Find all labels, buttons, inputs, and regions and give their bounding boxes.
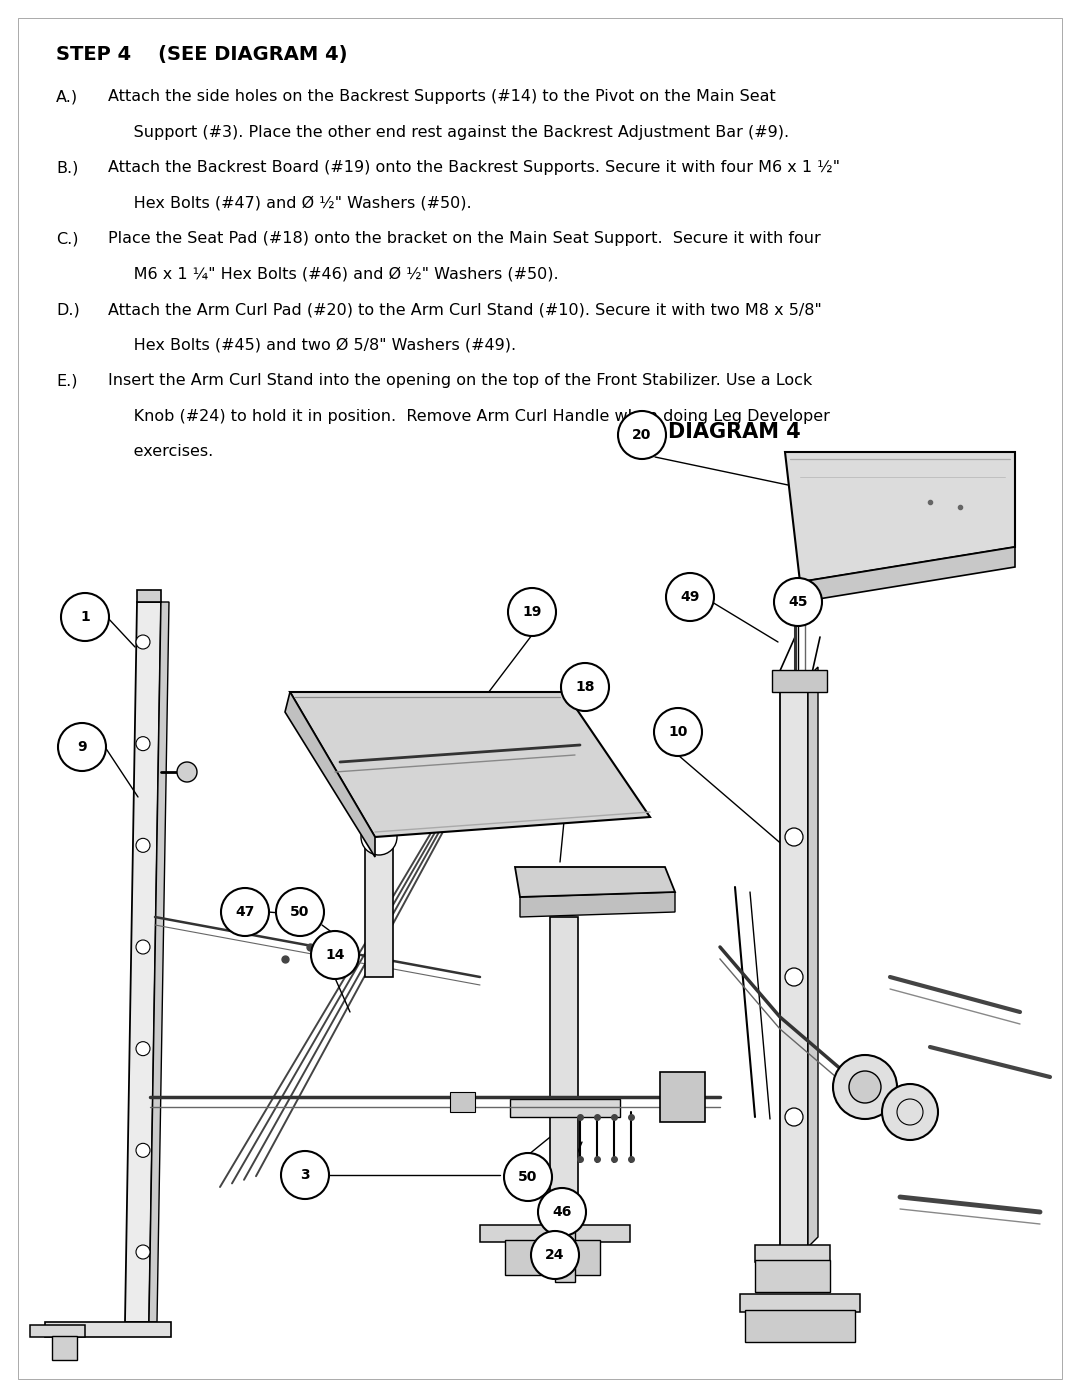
Polygon shape	[285, 692, 375, 856]
Bar	[740, 1294, 860, 1312]
Text: 20: 20	[632, 427, 651, 441]
Circle shape	[136, 1143, 150, 1157]
Circle shape	[136, 1245, 150, 1259]
Circle shape	[136, 736, 150, 750]
Circle shape	[531, 1231, 579, 1280]
Circle shape	[311, 930, 359, 979]
Bar	[450, 1092, 475, 1112]
Text: Place the Seat Pad (#18) onto the bracket on the Main Seat Support.  Secure it w: Place the Seat Pad (#18) onto the bracke…	[108, 231, 821, 246]
Text: Insert the Arm Curl Stand into the opening on the top of the Front Stabilizer. U: Insert the Arm Curl Stand into the openi…	[108, 373, 812, 388]
Circle shape	[361, 819, 397, 855]
Polygon shape	[125, 602, 161, 1322]
Circle shape	[785, 968, 804, 986]
Bar	[555, 1222, 575, 1282]
Polygon shape	[149, 602, 168, 1322]
Circle shape	[508, 588, 556, 636]
Circle shape	[60, 592, 109, 641]
Text: 18: 18	[576, 680, 595, 694]
Text: exercises.: exercises.	[108, 444, 213, 460]
Text: STEP 4    (SEE DIAGRAM 4): STEP 4 (SEE DIAGRAM 4)	[56, 45, 348, 64]
Text: 46: 46	[552, 1206, 571, 1220]
Circle shape	[618, 411, 666, 460]
Text: 10: 10	[669, 725, 688, 739]
Bar	[755, 1245, 831, 1261]
Circle shape	[882, 1084, 939, 1140]
Text: Attach the Backrest Board (#19) onto the Backrest Supports. Secure it with four : Attach the Backrest Board (#19) onto the…	[108, 161, 840, 175]
Text: 9: 9	[77, 740, 86, 754]
Text: 47: 47	[235, 905, 255, 919]
Polygon shape	[785, 453, 1015, 583]
Circle shape	[276, 888, 324, 936]
Text: A.): A.)	[56, 89, 78, 103]
Text: Support (#3). Place the other end rest against the Backrest Adjustment Bar (#9).: Support (#3). Place the other end rest a…	[108, 124, 789, 140]
Bar	[137, 590, 161, 602]
Text: Hex Bolts (#45) and two Ø 5/8" Washers (#49).: Hex Bolts (#45) and two Ø 5/8" Washers (…	[108, 338, 516, 352]
Polygon shape	[800, 548, 1015, 602]
Circle shape	[666, 573, 714, 622]
Circle shape	[833, 1055, 897, 1119]
Text: Knob (#24) to hold it in position.  Remove Arm Curl Handle when doing Leg Develo: Knob (#24) to hold it in position. Remov…	[108, 408, 829, 423]
Circle shape	[136, 940, 150, 954]
Polygon shape	[515, 868, 675, 897]
Text: 50: 50	[291, 905, 310, 919]
Circle shape	[849, 1071, 881, 1104]
Text: 1: 1	[80, 610, 90, 624]
Polygon shape	[291, 692, 650, 837]
Circle shape	[538, 1187, 586, 1236]
Bar	[755, 1260, 831, 1292]
Bar	[52, 1336, 77, 1361]
Bar	[745, 1310, 855, 1343]
Text: DIAGRAM 4: DIAGRAM 4	[669, 422, 800, 441]
Circle shape	[774, 578, 822, 626]
Text: M6 x 1 ¼" Hex Bolts (#46) and Ø ½" Washers (#50).: M6 x 1 ¼" Hex Bolts (#46) and Ø ½" Washe…	[108, 267, 558, 282]
Bar	[550, 916, 578, 1227]
Text: B.): B.)	[56, 161, 79, 175]
Text: Attach the side holes on the Backrest Supports (#14) to the Pivot on the Main Se: Attach the side holes on the Backrest Su…	[108, 89, 775, 103]
Bar	[365, 697, 393, 977]
Text: C.): C.)	[56, 231, 79, 246]
Bar	[480, 1225, 630, 1242]
Bar	[780, 678, 808, 1248]
Circle shape	[785, 1108, 804, 1126]
Polygon shape	[45, 1322, 171, 1337]
Circle shape	[654, 708, 702, 756]
Text: 50: 50	[518, 1171, 538, 1185]
Text: Hex Bolts (#47) and Ø ½" Washers (#50).: Hex Bolts (#47) and Ø ½" Washers (#50).	[108, 196, 472, 211]
Circle shape	[136, 838, 150, 852]
Bar	[510, 1099, 620, 1118]
Circle shape	[58, 724, 106, 771]
Polygon shape	[808, 666, 818, 1248]
Text: 49: 49	[680, 590, 700, 604]
Circle shape	[177, 761, 197, 782]
Circle shape	[504, 1153, 552, 1201]
Text: E.): E.)	[56, 373, 78, 388]
Text: D.): D.)	[56, 302, 80, 317]
Text: 24: 24	[545, 1248, 565, 1261]
Bar	[30, 1324, 85, 1337]
Bar	[660, 1071, 705, 1122]
Polygon shape	[519, 893, 675, 916]
Text: 45: 45	[788, 595, 808, 609]
Text: 3: 3	[300, 1168, 310, 1182]
Circle shape	[561, 664, 609, 711]
Text: 19: 19	[523, 605, 542, 619]
Circle shape	[221, 888, 269, 936]
Bar	[772, 671, 827, 692]
Text: Attach the Arm Curl Pad (#20) to the Arm Curl Stand (#10). Secure it with two M8: Attach the Arm Curl Pad (#20) to the Arm…	[108, 302, 822, 317]
Bar	[505, 1241, 600, 1275]
Circle shape	[281, 1151, 329, 1199]
Text: 14: 14	[325, 949, 345, 963]
Circle shape	[785, 828, 804, 847]
Circle shape	[136, 1042, 150, 1056]
Circle shape	[136, 636, 150, 650]
